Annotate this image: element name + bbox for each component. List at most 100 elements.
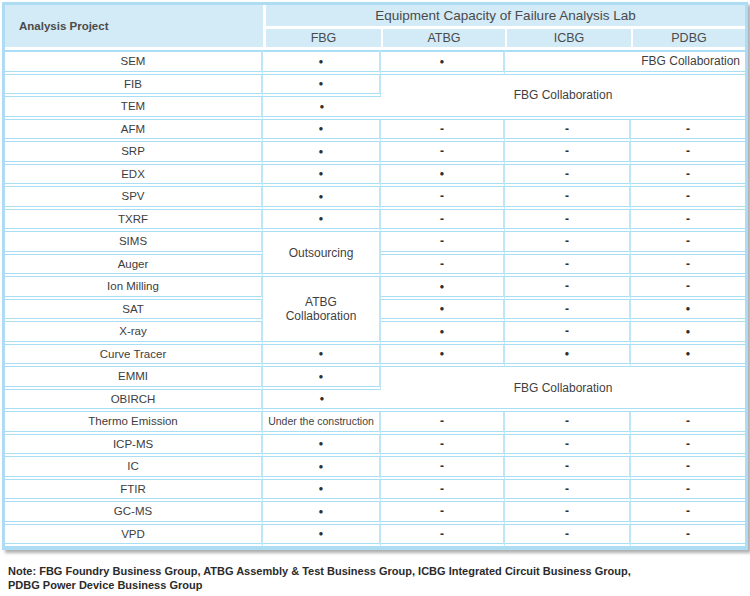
project-cell: AFM bbox=[5, 120, 263, 143]
project-cell: SEM bbox=[5, 50, 263, 75]
table-row: Curve Tracer●●●● bbox=[5, 345, 745, 368]
table-row: FTIR●--- bbox=[5, 480, 745, 503]
table-header: Analysis Project Equipment Capacity of F… bbox=[5, 5, 745, 50]
project-cell: SIMS bbox=[5, 232, 263, 255]
project-cell: EMMI bbox=[5, 367, 263, 390]
project-cell: ICP-MS bbox=[5, 435, 263, 458]
not-available-dash: - bbox=[631, 480, 745, 503]
not-available-dash: - bbox=[381, 412, 505, 435]
capability-dot-icon: ● bbox=[631, 345, 745, 368]
project-cell: SRP bbox=[5, 142, 263, 165]
footnote-line-2: PDBG Power Device Business Group bbox=[8, 578, 728, 592]
not-available-dash: - bbox=[505, 187, 631, 210]
project-cell: SPV bbox=[5, 187, 263, 210]
not-available-dash: - bbox=[381, 232, 505, 255]
not-available-dash: - bbox=[505, 277, 631, 300]
not-available-dash: - bbox=[631, 187, 745, 210]
table-row: TXRF●--- bbox=[5, 210, 745, 233]
not-available-dash: - bbox=[631, 142, 745, 165]
not-available-dash: - bbox=[505, 232, 631, 255]
not-available-dash: - bbox=[631, 525, 745, 548]
under-construction-cell: Under the construction bbox=[263, 412, 381, 435]
column-header-icbg: ICBG bbox=[505, 26, 631, 50]
not-available-dash: - bbox=[505, 435, 631, 458]
column-header-fbg: FBG bbox=[263, 26, 381, 50]
column-header-pdbg: PDBG bbox=[631, 26, 745, 50]
capability-dot-icon: ● bbox=[263, 97, 381, 120]
column-header-atbg: ATBG bbox=[381, 26, 505, 50]
project-cell: IC bbox=[5, 457, 263, 480]
project-cell: SAT bbox=[5, 300, 263, 323]
not-available-dash: - bbox=[505, 120, 631, 143]
not-available-dash: - bbox=[381, 142, 505, 165]
capability-dot-icon: ● bbox=[381, 300, 505, 323]
project-cell: TEM bbox=[5, 97, 263, 120]
not-available-dash: - bbox=[381, 187, 505, 210]
project-cell: EDX bbox=[5, 165, 263, 188]
not-available-dash: - bbox=[505, 412, 631, 435]
table-row: SPV●--- bbox=[5, 187, 745, 210]
project-cell: TXRF bbox=[5, 210, 263, 233]
atbg-collaboration-cell: ATBG Collaboration bbox=[263, 277, 381, 345]
not-available-dash: - bbox=[631, 435, 745, 458]
header-row-title: Analysis Project Equipment Capacity of F… bbox=[5, 5, 745, 26]
capability-dot-icon: ● bbox=[263, 345, 381, 368]
not-available-dash: - bbox=[631, 502, 745, 525]
not-available-dash: - bbox=[505, 457, 631, 480]
capability-dot-icon: ● bbox=[263, 187, 381, 210]
not-available-dash: - bbox=[631, 277, 745, 300]
capability-dot-icon: ● bbox=[263, 525, 381, 548]
not-available-dash: - bbox=[381, 210, 505, 233]
table-row: EMMI●FBG Collaboration bbox=[5, 367, 745, 390]
project-cell: FIB bbox=[5, 75, 263, 98]
not-available-dash: - bbox=[631, 412, 745, 435]
fbg-collaboration-cell: FBG Collaboration bbox=[381, 367, 745, 412]
capability-dot-icon: ● bbox=[263, 367, 381, 390]
not-available-dash: - bbox=[381, 255, 505, 278]
capability-dot-icon: ● bbox=[263, 142, 381, 165]
equipment-capacity-table-frame: Analysis Project Equipment Capacity of F… bbox=[2, 2, 748, 550]
not-available-dash: - bbox=[381, 525, 505, 548]
table-row: IC●--- bbox=[5, 457, 745, 480]
not-available-dash: - bbox=[631, 210, 745, 233]
project-cell: X-ray bbox=[5, 322, 263, 345]
not-available-dash: - bbox=[505, 480, 631, 503]
capability-dot-icon: ● bbox=[263, 435, 381, 458]
table-body: SEM●●FBG CollaborationFIB●FBG Collaborat… bbox=[5, 50, 745, 547]
table-row: GC-MS●--- bbox=[5, 502, 745, 525]
table-title: Equipment Capacity of Failure Analysis L… bbox=[263, 5, 745, 26]
capability-dot-icon: ● bbox=[631, 300, 745, 323]
not-available-dash: - bbox=[505, 525, 631, 548]
not-available-dash: - bbox=[631, 120, 745, 143]
table-row: Ion MillingATBG Collaboration●-- bbox=[5, 277, 745, 300]
capability-dot-icon: ● bbox=[263, 457, 381, 480]
fbg-collaboration-cell: FBG Collaboration bbox=[381, 75, 745, 120]
not-available-dash: - bbox=[505, 142, 631, 165]
capability-dot-icon: ● bbox=[263, 50, 381, 75]
not-available-dash: - bbox=[505, 165, 631, 188]
capability-dot-icon: ● bbox=[381, 50, 505, 75]
capability-dot-icon: ● bbox=[263, 390, 381, 413]
fbg-collaboration-cell: FBG Collaboration bbox=[505, 50, 745, 75]
project-cell: GC-MS bbox=[5, 502, 263, 525]
not-available-dash: - bbox=[381, 120, 505, 143]
capability-dot-icon: ● bbox=[263, 165, 381, 188]
project-cell: FTIR bbox=[5, 480, 263, 503]
capability-dot-icon: ● bbox=[381, 322, 505, 345]
not-available-dash: - bbox=[505, 502, 631, 525]
capability-dot-icon: ● bbox=[381, 165, 505, 188]
not-available-dash: - bbox=[631, 457, 745, 480]
project-cell: Ion Milling bbox=[5, 277, 263, 300]
not-available-dash: - bbox=[631, 255, 745, 278]
table-row: SIMSOutsourcing--- bbox=[5, 232, 745, 255]
table-row: ICP-MS●--- bbox=[5, 435, 745, 458]
project-cell: OBIRCH bbox=[5, 390, 263, 413]
footnote-line-1: Note: FBG Foundry Business Group, ATBG A… bbox=[8, 564, 728, 578]
capability-dot-icon: ● bbox=[263, 480, 381, 503]
not-available-dash: - bbox=[381, 480, 505, 503]
table-row: FIB●FBG Collaboration bbox=[5, 75, 745, 98]
project-cell: VPD bbox=[5, 525, 263, 548]
not-available-dash: - bbox=[381, 457, 505, 480]
not-available-dash: - bbox=[505, 322, 631, 345]
capability-dot-icon: ● bbox=[263, 502, 381, 525]
